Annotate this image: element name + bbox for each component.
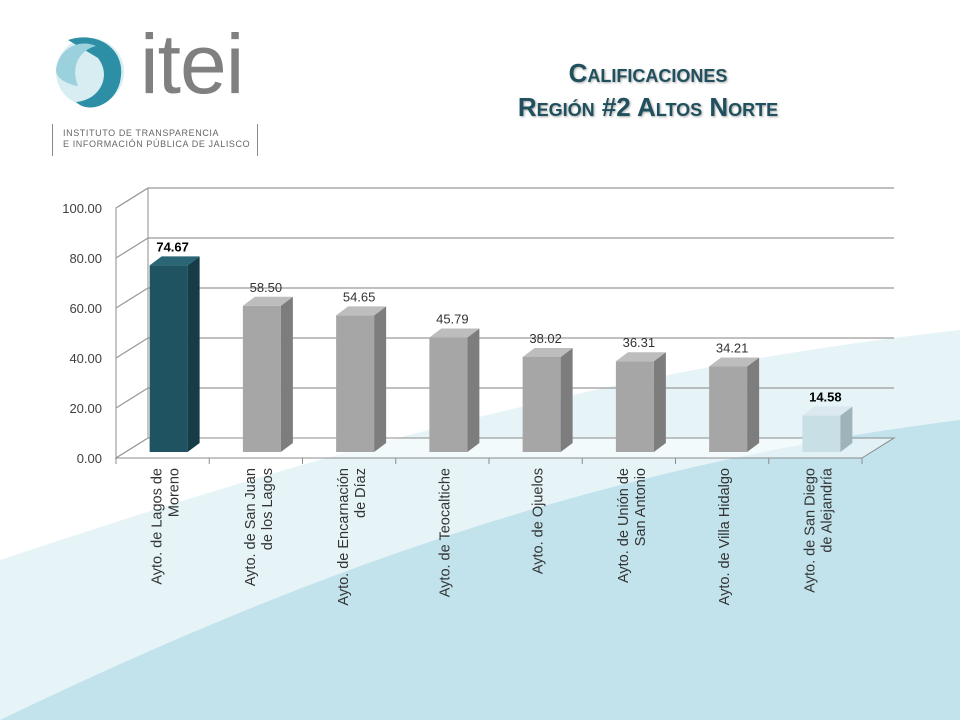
- logo-mark-icon: [56, 37, 124, 108]
- bar-side: [374, 306, 387, 452]
- gridline: [115, 387, 894, 409]
- x-category-label: Ayto. de San Juan de los Lagos: [243, 468, 276, 586]
- bar: [709, 366, 748, 452]
- data-label: 14.58: [809, 390, 842, 405]
- bar: [336, 315, 375, 452]
- logo-subtitle: INSTITUTO DE TRANSPARENCIA E INFORMACIÓN…: [52, 124, 258, 156]
- data-label: 45.79: [436, 312, 469, 327]
- x-category-label: Ayto. de Ojuelos: [531, 468, 547, 574]
- x-category-label-line: Ayto. de Unión de: [616, 468, 632, 583]
- chart-side-wall: [115, 187, 149, 459]
- data-label: 36.31: [623, 335, 656, 350]
- x-category-label: Ayto. de Villa Hidalgo: [717, 468, 733, 605]
- bar: [522, 356, 561, 452]
- bar-top: [709, 357, 760, 367]
- bar-side: [653, 352, 666, 452]
- x-category-label: Ayto. de Lagos de Moreno: [150, 468, 183, 585]
- x-category-label-line: Ayto. de Villa Hidalgo: [717, 468, 733, 605]
- bar-side: [187, 256, 200, 452]
- chart-title: Calificaciones Región #2 Altos Norte: [298, 56, 960, 124]
- title-line-1: Calificaciones: [568, 58, 728, 88]
- x-category-label: Ayto. de Unión de San Antonio: [616, 468, 649, 583]
- bar: [429, 337, 468, 452]
- data-label: 74.67: [156, 239, 189, 254]
- x-category-label-line: Ayto. de Lagos de: [150, 468, 166, 585]
- bar-side: [467, 328, 480, 452]
- y-tick-label: 100.00: [62, 201, 102, 216]
- data-label: 38.02: [529, 331, 562, 346]
- bar-top: [149, 256, 200, 266]
- bar-top: [522, 347, 573, 357]
- bar-top: [802, 406, 853, 416]
- title-line-2: Región #2 Altos Norte: [517, 92, 779, 122]
- x-category-label-line: San Antonio: [633, 468, 649, 546]
- x-category-label-line: Ayto. de Ojuelos: [531, 468, 547, 574]
- y-tick-label: 60.00: [69, 301, 102, 316]
- data-label: 34.21: [716, 340, 749, 355]
- logo-wordmark: itei: [140, 17, 244, 111]
- y-tick-label: 40.00: [69, 351, 102, 366]
- data-label: 54.65: [343, 289, 376, 304]
- bar-top: [336, 306, 387, 316]
- x-category-label-line: de los Lagos: [260, 468, 276, 550]
- y-tick-label: 80.00: [69, 251, 102, 266]
- bar-top: [615, 352, 666, 362]
- bar: [149, 265, 188, 452]
- itei-logo: itei INSTITUTO DE TRANSPARENCIA E INFORM…: [48, 22, 268, 160]
- bar-top: [429, 328, 480, 338]
- bar-side: [280, 296, 293, 452]
- bar-side: [840, 406, 853, 452]
- bar: [615, 361, 654, 452]
- gridline: [115, 287, 894, 309]
- x-category-label-line: Moreno: [167, 468, 183, 517]
- bar: [242, 305, 281, 452]
- x-category-label-line: Ayto. de San Diego: [802, 468, 818, 593]
- x-category-label: Ayto. de San Diego de Alejandría: [802, 467, 835, 593]
- x-category-label-line: de Alejandría: [819, 467, 835, 553]
- logo-subtitle-line1: INSTITUTO DE TRANSPARENCIA: [63, 128, 220, 138]
- x-category-label: Ayto. de Encarnación de Díaz: [336, 468, 369, 606]
- x-category-label: Ayto. de Teocaltiche: [437, 468, 453, 597]
- bar-side: [747, 357, 760, 452]
- x-category-label-line: Ayto. de Encarnación: [336, 468, 352, 606]
- x-category-label-line: de Díaz: [353, 468, 369, 518]
- logo-subtitle-line2: E INFORMACIÓN PÚBLICA DE JALISCO: [63, 139, 251, 149]
- y-tick-label: 0.00: [77, 451, 102, 466]
- bar-side: [560, 347, 573, 452]
- x-category-label-line: Ayto. de San Juan: [243, 468, 259, 586]
- gridline: [115, 337, 894, 359]
- bar: [802, 415, 841, 452]
- gridline: [115, 237, 894, 259]
- gridline: [115, 187, 894, 209]
- y-tick-label: 20.00: [69, 401, 102, 416]
- data-label: 58.50: [250, 280, 283, 295]
- chart-floor: [114, 437, 896, 459]
- bar-top: [242, 296, 293, 306]
- x-category-label-line: Ayto. de Teocaltiche: [437, 468, 453, 597]
